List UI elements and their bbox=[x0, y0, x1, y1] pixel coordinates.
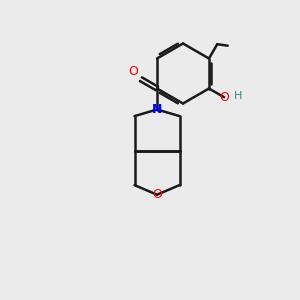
Text: O: O bbox=[129, 65, 139, 78]
Text: O: O bbox=[152, 188, 162, 201]
Text: H: H bbox=[234, 91, 242, 101]
Text: N: N bbox=[152, 103, 162, 116]
Text: O: O bbox=[219, 91, 229, 104]
